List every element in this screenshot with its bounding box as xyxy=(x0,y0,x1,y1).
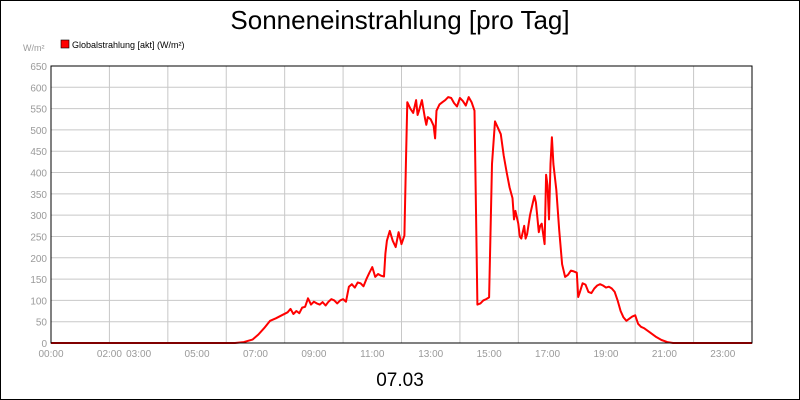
chart-date-label: 07.03 xyxy=(376,370,424,391)
x-axis-ticks: 00:00 02:00 03:00 05:00 07:00 09:00 11:00 13:00… xyxy=(38,349,735,360)
y-tick-label: 550 xyxy=(30,105,47,116)
x-tick-label: 05:00 xyxy=(185,349,210,360)
y-tick-label: 250 xyxy=(30,232,47,243)
x-tick-label: 15:00 xyxy=(477,349,502,360)
x-tick-label: 17:00 xyxy=(535,349,560,360)
y-tick-label: 600 xyxy=(30,83,47,94)
y-tick-label: 50 xyxy=(36,318,48,329)
x-tick-label: 03:00 xyxy=(126,349,151,360)
x-tick-label: 19:00 xyxy=(593,349,618,360)
y-tick-label: 500 xyxy=(30,126,47,137)
x-tick-label: 02:00 xyxy=(97,349,122,360)
series-layer xyxy=(51,96,752,344)
x-tick-label: 11:00 xyxy=(360,349,385,360)
legend-label: Globalstrahlung [akt] (W/m²) xyxy=(72,40,185,50)
x-tick-label: 00:00 xyxy=(38,349,63,360)
x-tick-label: 23:00 xyxy=(710,349,735,360)
x-tick-label: 21:00 xyxy=(652,349,677,360)
y-axis-unit: W/m² xyxy=(23,43,45,53)
legend-swatch xyxy=(60,39,70,49)
series-line xyxy=(51,96,752,344)
y-axis-ticks: 0 50 100 150 200 250 300 350 400 450 500 550 600 650 xyxy=(30,62,47,350)
y-tick-label: 650 xyxy=(30,62,47,73)
grid-layer xyxy=(50,65,753,344)
x-tick-label: 09:00 xyxy=(301,349,326,360)
chart-title: Sonneneinstrahlung [pro Tag] xyxy=(230,5,569,35)
y-tick-label: 100 xyxy=(30,296,47,307)
y-tick-label: 450 xyxy=(30,147,47,158)
y-tick-label: 0 xyxy=(41,339,47,350)
y-tick-label: 400 xyxy=(30,169,47,180)
plot-border xyxy=(50,65,753,344)
x-tick-label: 13:00 xyxy=(418,349,443,360)
x-tick-label: 07:00 xyxy=(243,349,268,360)
y-tick-label: 350 xyxy=(30,190,47,201)
y-tick-label: 300 xyxy=(30,211,47,222)
y-tick-label: 150 xyxy=(30,275,47,286)
y-tick-label: 200 xyxy=(30,254,47,265)
